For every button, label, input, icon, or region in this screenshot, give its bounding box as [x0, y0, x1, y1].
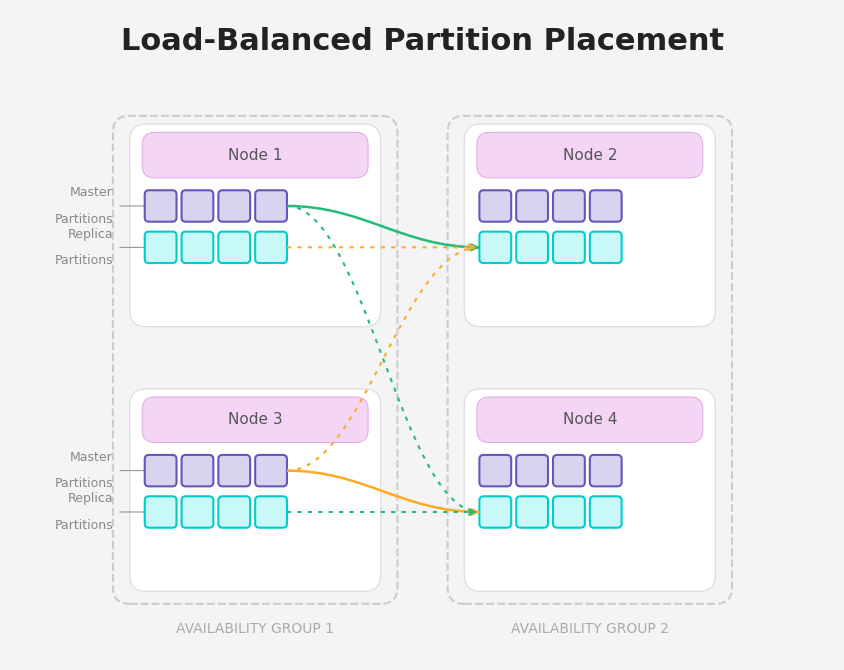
- FancyBboxPatch shape: [218, 455, 250, 486]
- FancyBboxPatch shape: [589, 496, 621, 528]
- Text: Node 3: Node 3: [228, 412, 282, 427]
- FancyBboxPatch shape: [144, 190, 176, 222]
- FancyBboxPatch shape: [129, 124, 380, 327]
- FancyBboxPatch shape: [476, 133, 702, 178]
- Text: Partitions: Partitions: [54, 477, 113, 490]
- Text: Node 2: Node 2: [562, 147, 616, 163]
- FancyBboxPatch shape: [144, 232, 176, 263]
- FancyBboxPatch shape: [181, 190, 213, 222]
- FancyBboxPatch shape: [552, 496, 584, 528]
- Text: AVAILABILITY GROUP 1: AVAILABILITY GROUP 1: [176, 622, 333, 636]
- FancyBboxPatch shape: [255, 190, 287, 222]
- FancyBboxPatch shape: [144, 455, 176, 486]
- Text: Master: Master: [70, 451, 113, 464]
- FancyBboxPatch shape: [552, 232, 584, 263]
- FancyBboxPatch shape: [181, 232, 213, 263]
- FancyBboxPatch shape: [255, 496, 287, 528]
- FancyBboxPatch shape: [552, 190, 584, 222]
- Text: Partitions: Partitions: [54, 519, 113, 531]
- FancyBboxPatch shape: [464, 124, 715, 327]
- FancyBboxPatch shape: [589, 455, 621, 486]
- FancyBboxPatch shape: [479, 190, 511, 222]
- FancyBboxPatch shape: [476, 397, 702, 442]
- Text: Partitions: Partitions: [54, 254, 113, 267]
- FancyBboxPatch shape: [464, 389, 715, 592]
- Text: Master: Master: [70, 186, 113, 200]
- FancyBboxPatch shape: [142, 397, 368, 442]
- FancyBboxPatch shape: [516, 190, 548, 222]
- FancyBboxPatch shape: [218, 496, 250, 528]
- FancyBboxPatch shape: [255, 455, 287, 486]
- FancyBboxPatch shape: [479, 232, 511, 263]
- FancyBboxPatch shape: [516, 496, 548, 528]
- FancyBboxPatch shape: [218, 190, 250, 222]
- FancyBboxPatch shape: [129, 389, 380, 592]
- FancyBboxPatch shape: [589, 232, 621, 263]
- Text: Replica: Replica: [68, 492, 113, 505]
- Text: AVAILABILITY GROUP 2: AVAILABILITY GROUP 2: [511, 622, 668, 636]
- FancyBboxPatch shape: [479, 496, 511, 528]
- Text: Node 4: Node 4: [562, 412, 616, 427]
- Text: Node 1: Node 1: [228, 147, 282, 163]
- FancyBboxPatch shape: [552, 455, 584, 486]
- FancyBboxPatch shape: [181, 496, 213, 528]
- Text: Replica: Replica: [68, 228, 113, 241]
- Text: Partitions: Partitions: [54, 212, 113, 226]
- FancyBboxPatch shape: [255, 232, 287, 263]
- Text: Load-Balanced Partition Placement: Load-Balanced Partition Placement: [121, 27, 723, 56]
- FancyBboxPatch shape: [181, 455, 213, 486]
- FancyBboxPatch shape: [218, 232, 250, 263]
- FancyBboxPatch shape: [142, 133, 368, 178]
- FancyBboxPatch shape: [516, 232, 548, 263]
- FancyBboxPatch shape: [516, 455, 548, 486]
- FancyBboxPatch shape: [479, 455, 511, 486]
- FancyBboxPatch shape: [589, 190, 621, 222]
- FancyBboxPatch shape: [144, 496, 176, 528]
